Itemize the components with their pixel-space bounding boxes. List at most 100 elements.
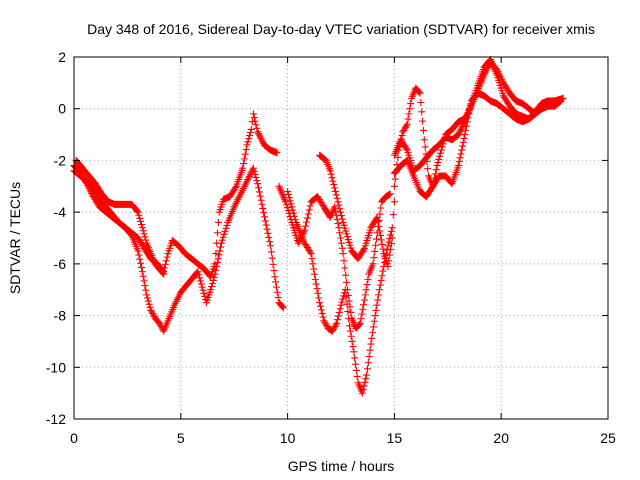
data-point bbox=[341, 286, 349, 294]
data-point bbox=[268, 254, 276, 262]
data-point bbox=[201, 292, 209, 300]
data-point bbox=[136, 255, 144, 263]
data-point bbox=[385, 257, 393, 265]
data-point bbox=[379, 245, 387, 253]
data-point bbox=[240, 155, 248, 163]
data-point bbox=[403, 120, 411, 128]
data-point bbox=[359, 305, 367, 313]
data-point bbox=[362, 375, 370, 383]
data-point bbox=[338, 298, 346, 306]
data-point bbox=[262, 221, 270, 229]
data-point bbox=[257, 196, 265, 204]
data-point bbox=[216, 247, 224, 255]
data-point bbox=[344, 307, 352, 315]
data-point bbox=[350, 348, 358, 356]
data-point bbox=[315, 294, 323, 302]
data-point bbox=[255, 188, 263, 196]
data-point bbox=[195, 271, 203, 279]
data-point bbox=[316, 299, 324, 307]
data-point bbox=[140, 230, 148, 238]
data-point bbox=[384, 262, 392, 270]
data-series bbox=[316, 151, 396, 270]
data-point bbox=[458, 142, 466, 150]
data-point bbox=[267, 248, 275, 256]
data-point bbox=[437, 146, 445, 154]
data-point bbox=[250, 167, 258, 175]
data-point bbox=[462, 126, 470, 134]
y-tick-label: -4 bbox=[54, 204, 67, 220]
data-point bbox=[258, 136, 266, 144]
data-point bbox=[372, 241, 380, 249]
data-point bbox=[387, 240, 395, 248]
data-point bbox=[161, 260, 169, 268]
data-point bbox=[210, 273, 218, 281]
data-point bbox=[254, 128, 262, 136]
data-point bbox=[406, 105, 414, 113]
data-point bbox=[272, 278, 280, 286]
data-point bbox=[405, 110, 413, 118]
data-point bbox=[421, 143, 429, 151]
data-point bbox=[424, 165, 432, 173]
data-point bbox=[318, 310, 326, 318]
data-point bbox=[349, 343, 357, 351]
data-point bbox=[360, 382, 368, 390]
data-point bbox=[149, 310, 157, 318]
data-point bbox=[134, 247, 142, 255]
data-point bbox=[348, 337, 356, 345]
data-point bbox=[269, 260, 277, 268]
data-point bbox=[246, 132, 254, 140]
data-point bbox=[376, 281, 384, 289]
data-point bbox=[291, 215, 299, 223]
data-point bbox=[559, 94, 567, 102]
data-point bbox=[374, 218, 382, 226]
data-point bbox=[333, 194, 341, 202]
data-point bbox=[420, 136, 428, 144]
data-point bbox=[303, 214, 311, 222]
data-point bbox=[332, 191, 340, 199]
data-point bbox=[245, 135, 253, 143]
data-point bbox=[221, 227, 229, 235]
data-point bbox=[334, 198, 342, 206]
data-point bbox=[346, 322, 354, 330]
data-point bbox=[337, 301, 345, 309]
data-point bbox=[143, 294, 151, 302]
data-point bbox=[259, 205, 267, 213]
data-point bbox=[329, 177, 337, 185]
data-point bbox=[347, 332, 355, 340]
data-point bbox=[247, 169, 255, 177]
data-point bbox=[418, 108, 426, 116]
data-point bbox=[369, 323, 377, 331]
data-point bbox=[458, 124, 466, 132]
data-point bbox=[251, 117, 259, 125]
data-point bbox=[389, 211, 397, 219]
data-point bbox=[435, 155, 443, 163]
data-point bbox=[322, 321, 330, 329]
data-point bbox=[258, 200, 266, 208]
data-point bbox=[278, 303, 286, 311]
data-point bbox=[457, 126, 465, 134]
data-point bbox=[338, 244, 346, 252]
data-point bbox=[83, 180, 91, 188]
data-point bbox=[360, 246, 368, 254]
y-tick-label: -12 bbox=[46, 411, 66, 427]
data-point bbox=[361, 378, 369, 386]
data-point bbox=[290, 209, 298, 217]
data-point bbox=[142, 286, 150, 294]
data-point bbox=[375, 222, 383, 230]
data-point bbox=[379, 267, 387, 275]
data-point bbox=[136, 214, 144, 222]
data-point bbox=[218, 236, 226, 244]
data-point bbox=[335, 201, 343, 209]
data-point bbox=[347, 308, 355, 316]
data-point bbox=[273, 149, 281, 157]
x-tick-label: 5 bbox=[177, 430, 185, 446]
data-point bbox=[386, 251, 394, 259]
data-point bbox=[331, 207, 339, 215]
data-point bbox=[313, 285, 321, 293]
data-point bbox=[402, 145, 410, 153]
data-point bbox=[370, 317, 378, 325]
data-point bbox=[307, 250, 315, 258]
data-point bbox=[416, 89, 424, 97]
data-point bbox=[419, 117, 427, 125]
data-point bbox=[220, 230, 228, 238]
